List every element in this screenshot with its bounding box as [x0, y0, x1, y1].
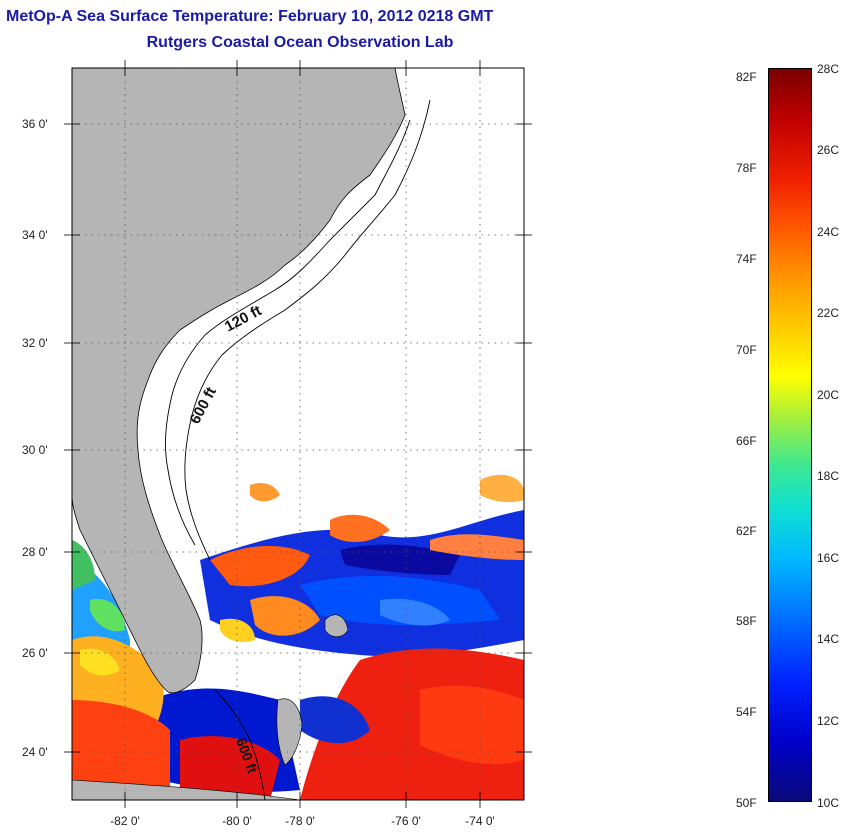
- colorbar-label-26c: 26C: [817, 143, 840, 157]
- lat-label-34: 34 0': [22, 228, 48, 242]
- colorbar-label-20c: 20C: [817, 388, 840, 402]
- lat-label-32: 32 0': [22, 336, 48, 350]
- colorbar-label-62f: 62F: [736, 524, 757, 538]
- lat-label-24: 24 0': [22, 745, 48, 759]
- map-title: MetOp-A Sea Surface Temperature: Februar…: [6, 8, 494, 25]
- axis-ticks: [64, 60, 532, 808]
- map-frame: [71, 67, 525, 801]
- lat-label-28: 28 0': [22, 545, 48, 559]
- contour-600ft-south: [214, 689, 266, 800]
- lat-label-36: 36 0': [22, 117, 48, 131]
- colorbar-label-24c: 24C: [817, 225, 840, 239]
- colorbar-label-12c: 12C: [817, 714, 840, 728]
- map-subtitle: Rutgers Coastal Ocean Observation Lab: [146, 34, 454, 51]
- colorbar-label-82f: 82F: [736, 70, 757, 84]
- contour-120ft: [165, 119, 411, 546]
- lon-label-82: -82 0': [110, 814, 140, 828]
- lat-label-26: 26 0': [22, 646, 48, 660]
- lon-label-78: -78 0': [285, 814, 315, 828]
- contour-600ft: [184, 99, 431, 561]
- colorbar-label-54f: 54F: [736, 705, 757, 719]
- colorbar-label-50f: 50F: [736, 796, 757, 810]
- lon-label-80: -80 0': [222, 814, 252, 828]
- colorbar-label-18c: 18C: [817, 469, 840, 483]
- colorbar-label-16c: 16C: [817, 551, 840, 565]
- lat-label-30: 30 0': [22, 443, 48, 457]
- colorbar-label-10c: 10C: [817, 796, 840, 810]
- colorbar-label-66f: 66F: [736, 434, 757, 448]
- colorbar-label-70f: 70F: [736, 343, 757, 357]
- cuba-coast: [72, 779, 301, 800]
- bahamas-islands: [324, 614, 349, 638]
- colorbar-label-28c: 28C: [817, 62, 840, 76]
- colorbar-label-14c: 14C: [817, 632, 840, 646]
- andros-island: [276, 698, 303, 766]
- colorbar-label-58f: 58F: [736, 614, 757, 628]
- lon-label-76: -76 0': [391, 814, 421, 828]
- colorbar-label-74f: 74F: [736, 252, 757, 266]
- lon-label-74: -74 0': [465, 814, 495, 828]
- colorbar-label-22c: 22C: [817, 306, 840, 320]
- temperature-colorbar: [768, 68, 812, 802]
- colorbar-label-78f: 78F: [736, 161, 757, 175]
